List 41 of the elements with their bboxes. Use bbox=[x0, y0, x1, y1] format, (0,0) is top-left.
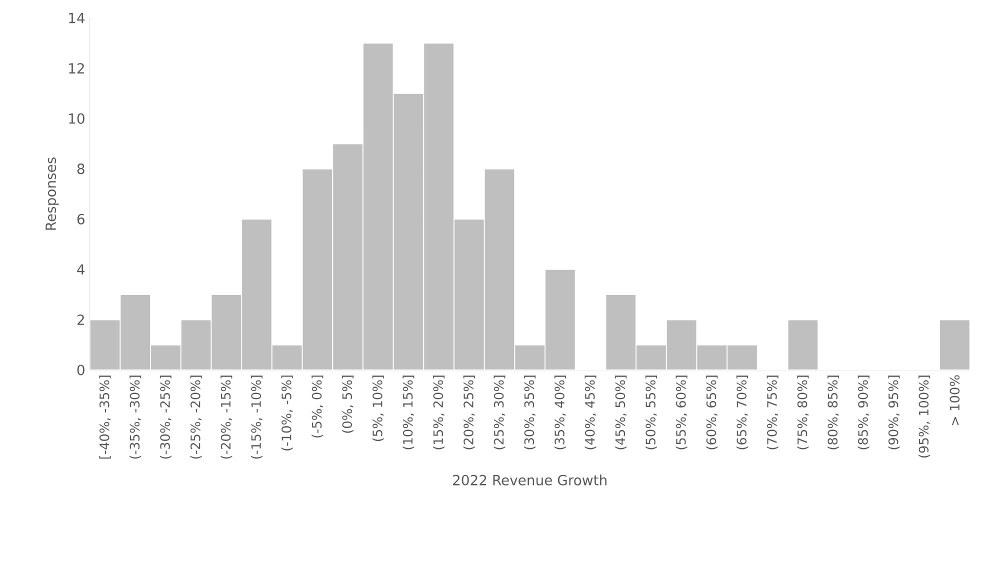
x-tick-label: (-15%, -10%] bbox=[250, 376, 262, 459]
x-tick-label: (-5%, 0%] bbox=[312, 376, 324, 438]
x-tick-label: (40%, 45%] bbox=[584, 376, 596, 450]
x-tick-label: (-10%, -5%] bbox=[281, 376, 293, 450]
y-tick-label: 14 bbox=[69, 12, 85, 24]
x-tick-label: (-20%, -15%] bbox=[220, 376, 232, 459]
x-tick-label: (20%, 25%] bbox=[463, 376, 475, 450]
x-tick-label: (-35%, -30%] bbox=[130, 376, 142, 459]
x-tick-label: (25%, 30%] bbox=[494, 376, 506, 450]
y-tick-label: 4 bbox=[77, 264, 85, 274]
x-tick-label: (75%, 80%] bbox=[797, 376, 809, 450]
x-tick-label: (10%, 15%] bbox=[402, 376, 414, 450]
y-tick-label: 10 bbox=[69, 113, 84, 124]
x-axis-title: 2022 Revenue Growth bbox=[453, 474, 606, 486]
x-tick-label: (85%, 90%] bbox=[858, 376, 870, 450]
y-axis-title: Responses bbox=[46, 158, 59, 230]
x-tick-label: (5%, 10%] bbox=[372, 376, 384, 442]
x-tick-label: (95%, 100%] bbox=[918, 376, 930, 458]
x-tick-label: (70%, 75%] bbox=[766, 376, 778, 450]
x-tick-label: (60%, 65%] bbox=[706, 376, 718, 450]
y-tick-label: 6 bbox=[77, 214, 84, 224]
x-tick-label: (50%, 55%] bbox=[645, 376, 657, 450]
x-tick-label: (65%, 70%] bbox=[736, 376, 748, 450]
bar bbox=[938, 319, 970, 370]
x-tick-label: (55%, 60%] bbox=[676, 376, 688, 450]
x-tick-label: [-40%, -35%] bbox=[99, 376, 111, 459]
x-tick-label: (90%, 95%] bbox=[888, 376, 900, 450]
x-tick-label: (35%, 40%] bbox=[554, 376, 566, 450]
x-tick-label: (15%, 20%] bbox=[433, 376, 445, 450]
y-tick-label: 2 bbox=[77, 314, 84, 325]
x-tick-label: (80%, 85%] bbox=[828, 376, 840, 450]
bar bbox=[787, 319, 819, 370]
y-tick-label: 0 bbox=[77, 364, 84, 376]
y-tick-label: 12 bbox=[69, 63, 84, 74]
x-tick-label: (-30%, -25%] bbox=[160, 376, 172, 459]
x-tick-label: (45%, 50%] bbox=[615, 376, 627, 450]
x-tick-label: (-25%, -20%] bbox=[190, 376, 202, 459]
y-tick-label: 8 bbox=[77, 164, 84, 174]
x-tick-label: (30%, 35%] bbox=[524, 376, 536, 450]
x-tick-label: > 100% bbox=[950, 375, 960, 426]
x-tick-label: (0%, 5%] bbox=[342, 376, 354, 433]
